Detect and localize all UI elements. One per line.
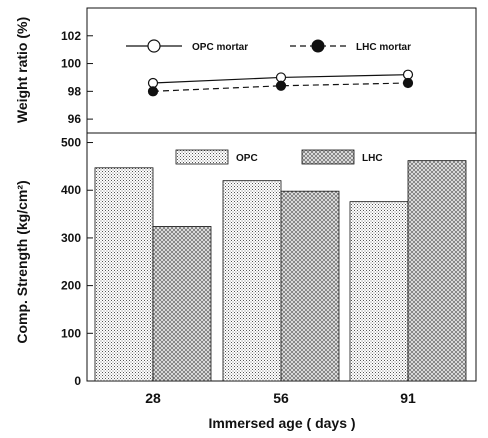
legend-opc-swatch xyxy=(175,149,229,165)
bar-lhc-28 xyxy=(152,226,212,382)
strength-x-ticks: 28 56 91 xyxy=(145,375,416,406)
strength-y-tick-label: 300 xyxy=(61,231,81,245)
weight-ratio-panel: 96 98 100 102 OPC mortar LHC mortar Weight … xyxy=(14,7,477,134)
weight-ratio-legend: OPC mortar LHC mortar xyxy=(126,39,411,53)
bar-opc-28 xyxy=(94,167,154,382)
legend-opc-mortar-marker xyxy=(147,39,161,53)
strength-bars xyxy=(94,160,467,382)
strength-y-tick-label: 400 xyxy=(61,183,81,197)
weight-ratio-y-tick-label: 96 xyxy=(68,112,82,126)
legend-lhc-swatch xyxy=(301,149,355,165)
opc-mortar-point-28 xyxy=(147,77,159,89)
x-tick-label: 56 xyxy=(273,390,289,406)
weight-ratio-y-tick-label: 98 xyxy=(68,84,82,98)
weight-ratio-y-tick-label: 102 xyxy=(61,29,81,43)
strength-y-tick-label: 200 xyxy=(61,279,81,293)
legend-lhc-mortar-marker xyxy=(311,39,325,53)
weight-ratio-y-ticks: 96 98 100 102 xyxy=(61,29,93,126)
opc-mortar-point-91 xyxy=(402,69,414,80)
x-axis-title: Immersed age ( days ) xyxy=(208,415,355,431)
legend-opc-mortar-label: OPC mortar xyxy=(192,42,248,53)
strength-y-ticks: 0 100 200 300 400 500 xyxy=(61,136,93,388)
x-tick-label: 91 xyxy=(400,390,416,406)
x-tick-label: 28 xyxy=(145,390,161,406)
opc-mortar-point-56 xyxy=(275,72,287,83)
weight-ratio-y-axis-title: Weight ratio (%) xyxy=(14,17,30,123)
legend-opc-label: OPC xyxy=(236,153,258,164)
bar-opc-56 xyxy=(222,180,282,382)
strength-y-tick-label: 500 xyxy=(61,136,81,150)
bar-lhc-91 xyxy=(407,160,467,382)
legend-lhc-label: LHC xyxy=(362,153,383,164)
strength-y-tick-label: 0 xyxy=(74,374,81,388)
weight-ratio-y-tick-label: 100 xyxy=(61,57,81,71)
strength-legend: OPC LHC xyxy=(175,149,383,165)
lhc-mortar-point-56 xyxy=(275,80,287,91)
strength-y-axis-title: Comp. Strength (kg/cm²) xyxy=(14,180,30,343)
weight-ratio-plot-frame xyxy=(86,7,477,134)
bar-opc-91 xyxy=(349,201,409,382)
legend-lhc-mortar-label: LHC mortar xyxy=(356,42,411,53)
lhc-mortar-point-91 xyxy=(402,77,414,89)
strength-panel: 0 100 200 300 400 500 28 56 91 OPC LHC Comp. St… xyxy=(14,132,477,431)
lhc-mortar-point-28 xyxy=(147,86,159,97)
bar-lhc-56 xyxy=(280,190,340,382)
strength-y-tick-label: 100 xyxy=(61,326,81,340)
lhc-mortar-line xyxy=(152,82,409,92)
weight-ratio-series xyxy=(147,69,414,97)
